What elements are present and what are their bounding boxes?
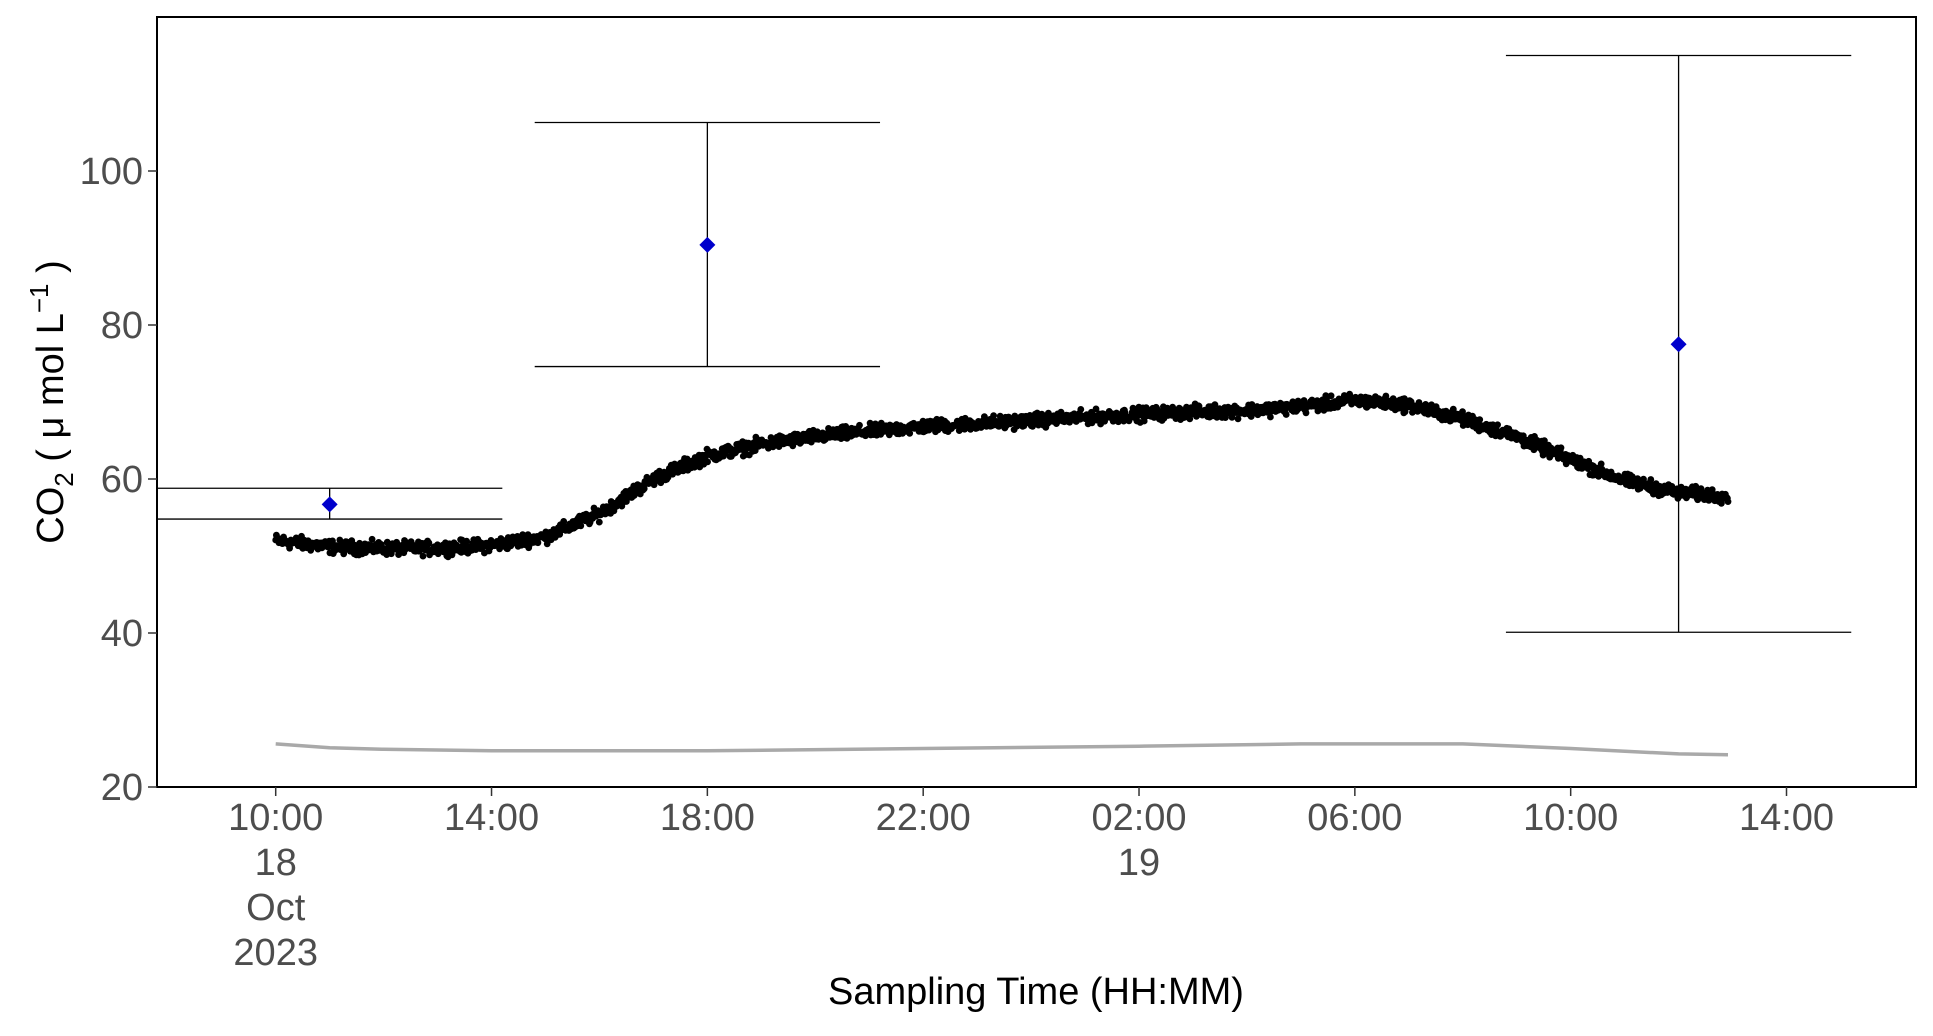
y-axis-title-subscript: 2 — [49, 472, 79, 486]
y-tick-label: 60 — [101, 459, 143, 501]
data-point — [1382, 392, 1390, 400]
data-point — [1724, 498, 1732, 505]
data-point — [1077, 406, 1085, 413]
data-point — [1234, 415, 1242, 423]
data-point — [1267, 413, 1274, 421]
x-tick-label: 14:00 — [1739, 797, 1834, 839]
data-point — [534, 539, 542, 547]
y-axis-title-prefix: CO — [30, 487, 72, 544]
marks-layer — [157, 54, 1852, 757]
data-point — [577, 522, 585, 530]
data-point — [425, 539, 433, 547]
data-point — [1597, 460, 1605, 468]
x-tick-label: 14:00 — [444, 797, 539, 839]
data-point — [704, 458, 711, 466]
x-tick-label: 22:00 — [876, 797, 971, 839]
data-point — [906, 429, 914, 437]
y-tick-label: 100 — [80, 151, 143, 193]
data-point — [1557, 444, 1565, 452]
data-point — [1211, 401, 1219, 409]
x-tick-label-line: 06:00 — [1307, 797, 1402, 839]
y-tick-label: 80 — [101, 305, 143, 347]
y-axis-title-mu: μ — [30, 417, 72, 439]
x-tick-label-line: 19 — [1118, 842, 1160, 884]
y-axis-title-close: ) — [30, 260, 72, 283]
discrete-sample-marker — [1670, 336, 1687, 353]
data-point — [560, 518, 568, 525]
data-point — [1186, 415, 1194, 423]
data-point — [1647, 476, 1655, 483]
y-axis-title-unit: mol L — [30, 313, 72, 416]
data-point — [1228, 413, 1236, 421]
data-point — [419, 552, 427, 560]
data-point — [1092, 405, 1100, 413]
x-tick-label-line: 14:00 — [444, 797, 539, 839]
x-tick-label: 10:00 — [1523, 797, 1618, 839]
x-tick-label: 18:00 — [660, 797, 755, 839]
data-point — [1327, 392, 1335, 400]
y-axis-title: CO2 ( μ mol L−1 ) — [24, 260, 79, 544]
x-tick-label: 06:00 — [1307, 797, 1402, 839]
x-tick-label-line: Oct — [246, 887, 306, 929]
y-axis-title-superscript: −1 — [24, 283, 54, 313]
x-tick-label-line: 14:00 — [1739, 797, 1834, 839]
discrete-sample-marker — [699, 236, 716, 253]
x-tick-label: 10:00 18 Oct 2023 — [228, 797, 323, 974]
x-tick-label-line: 10:00 — [1523, 797, 1618, 839]
data-point — [640, 485, 648, 493]
data-point — [595, 518, 603, 526]
x-tick-label-line: 18 — [255, 842, 297, 884]
x-tick-label-line: 18:00 — [660, 797, 755, 839]
data-point — [1494, 421, 1501, 429]
data-point — [463, 537, 470, 545]
data-point — [368, 535, 376, 543]
panel-border — [156, 16, 1917, 788]
x-tick-label-line: 2023 — [233, 932, 318, 974]
y-tick-label: 40 — [101, 613, 143, 655]
reference-line — [275, 742, 1729, 757]
x-tick-label-line: 10:00 — [228, 797, 323, 839]
data-point — [1476, 416, 1484, 423]
x-axis-title: Sampling Time (HH:MM) — [828, 971, 1244, 1013]
discrete-sample-marker — [321, 496, 338, 513]
data-point — [856, 421, 863, 429]
data-point — [1459, 408, 1466, 416]
data-point — [1302, 409, 1310, 417]
data-point — [1640, 475, 1647, 483]
x-tick-label: 02:00 19 — [1091, 797, 1186, 884]
data-point — [990, 412, 997, 420]
x-tick-label-line: 02:00 — [1091, 797, 1186, 839]
y-axis-title-open: ( — [30, 439, 72, 473]
x-tick-label-line: 22:00 — [876, 797, 971, 839]
y-tick-label: 20 — [101, 767, 143, 809]
data-point — [1282, 411, 1290, 418]
